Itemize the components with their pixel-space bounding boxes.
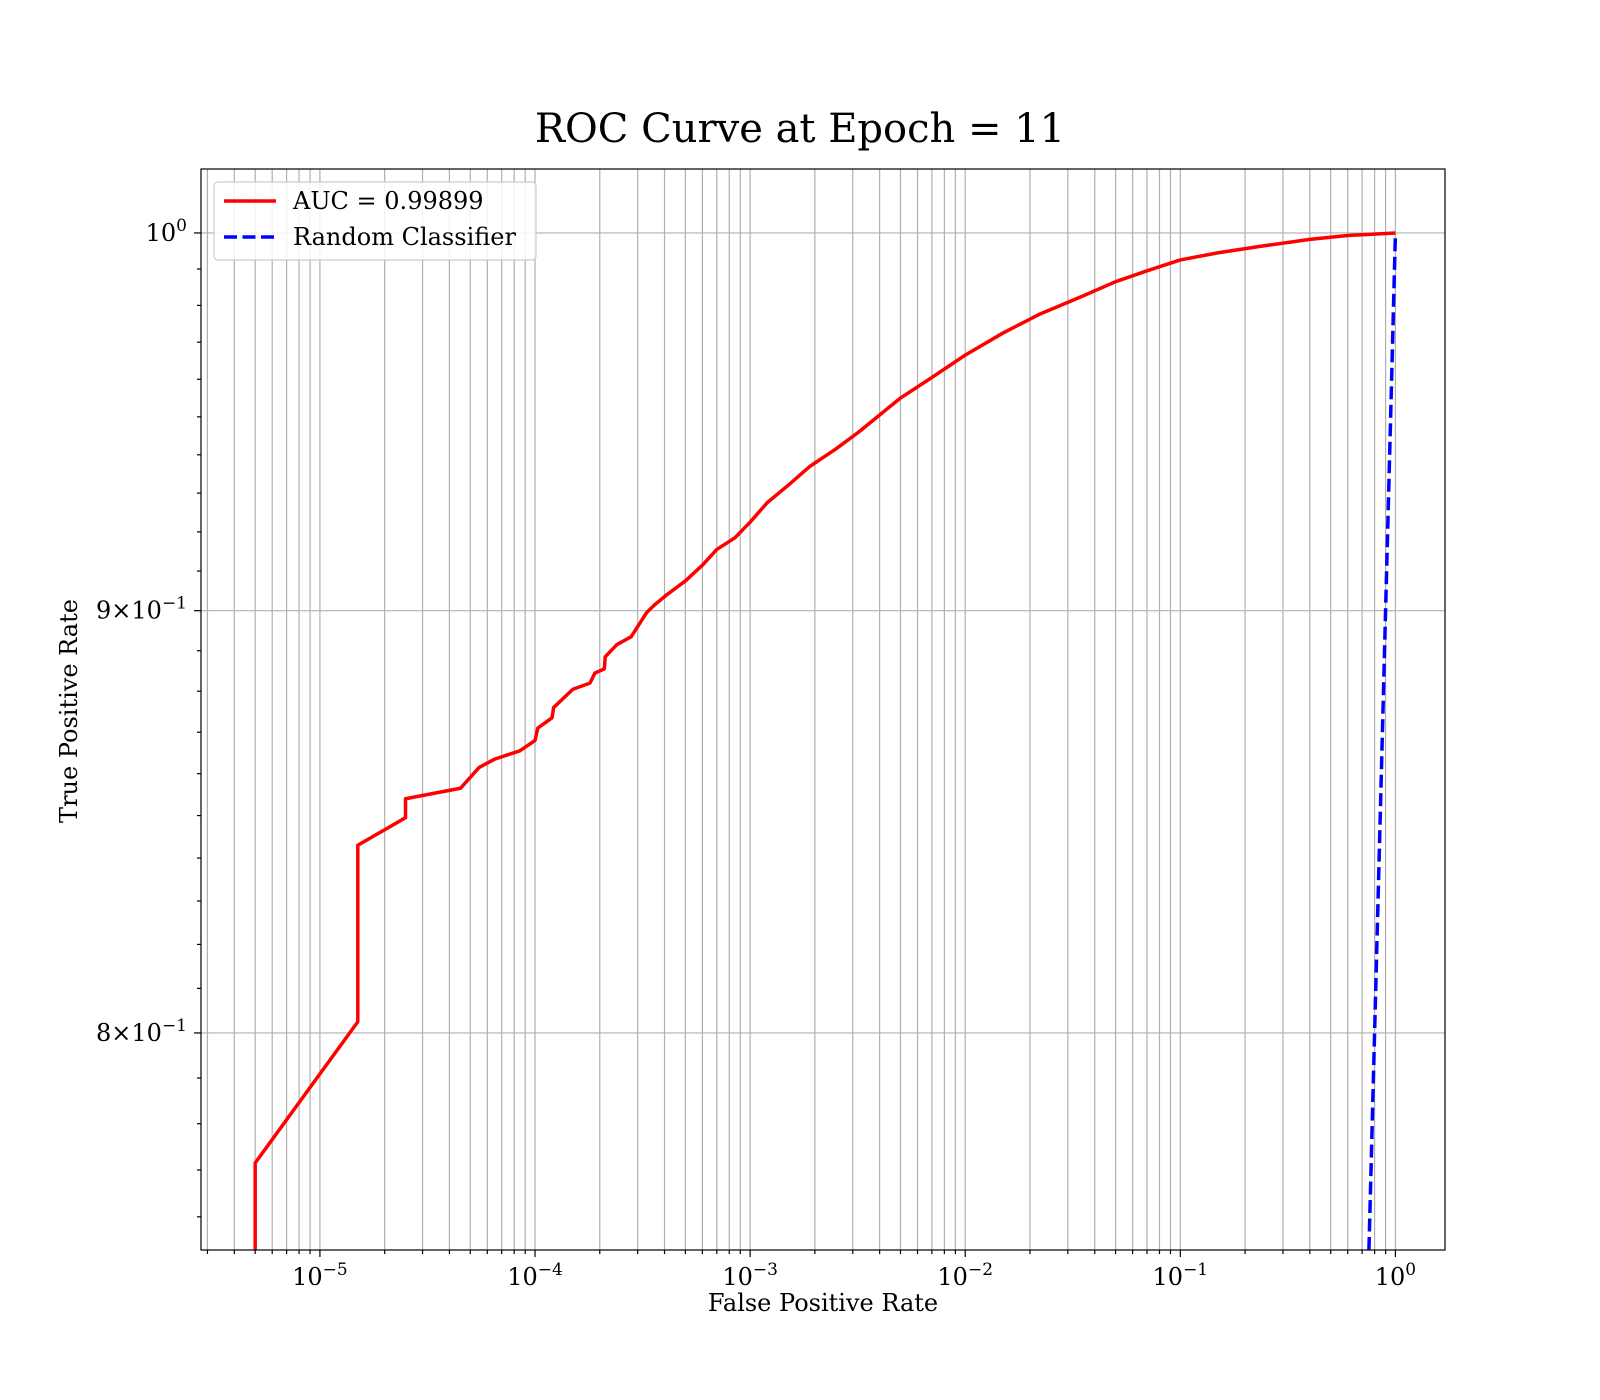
plot-area-frame [200,168,1446,1251]
grid-lines [201,169,1445,1250]
legend: AUC = 0.99899 Random Classifier [213,181,537,261]
x-tick-label: 10−3 [722,1260,778,1291]
x-tick-label: 10−4 [507,1260,563,1291]
x-axis-label: False Positive Rate [708,1289,938,1317]
random-classifier-line [1367,232,1398,1250]
x-tick-label: 100 [1375,1260,1416,1291]
y-tick-label: 8×10−1 [96,1016,187,1047]
y-tick-label: 100 [146,216,187,247]
chart-title: ROC Curve at Epoch = 11 [535,106,1065,152]
y-axis-label: True Positive Rate [55,599,83,823]
legend-label-auc: AUC = 0.99899 [292,187,484,215]
axis-ticks: 10−5 10−4 10−3 10−2 10−1 100 100 9×10−1 8×10−1 [96,216,1416,1291]
x-tick-label: 10−2 [937,1260,993,1291]
x-tick-label: 10−1 [1153,1260,1209,1291]
legend-label-random-classifier: Random Classifier [293,223,516,251]
x-tick-label: 10−5 [292,1260,348,1291]
legend-box [213,181,537,261]
y-tick-label: 9×10−1 [96,594,187,625]
series-lines [253,231,1398,1250]
roc-curve-line [253,231,1396,1250]
